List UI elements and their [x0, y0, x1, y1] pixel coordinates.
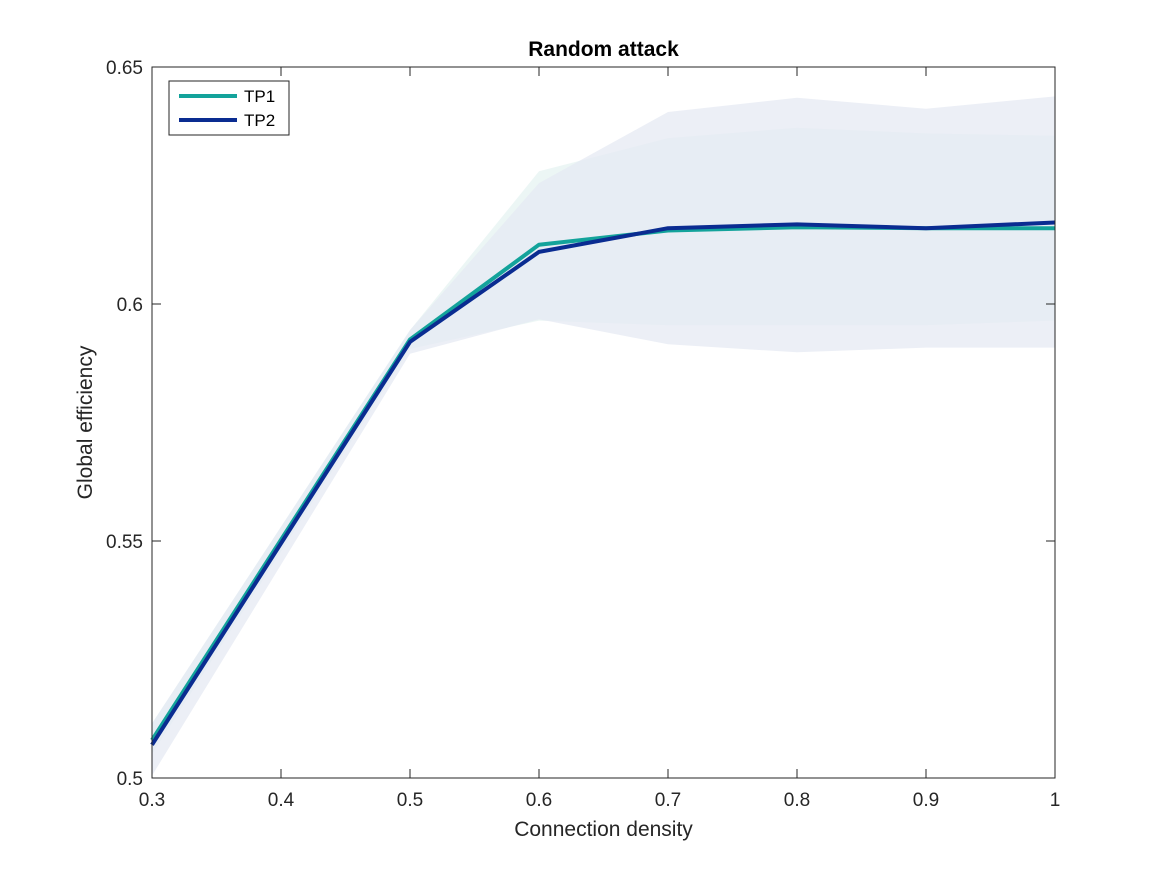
y-tick-label: 0.55: [106, 532, 143, 553]
x-tick-label: 0.7: [655, 790, 681, 811]
chart-title: Random attack: [528, 38, 679, 61]
y-tick-label: 0.6: [117, 295, 143, 316]
x-tick-label: 1: [1050, 790, 1061, 811]
x-tick-label: 0.6: [526, 790, 552, 811]
x-tick-label: 0.9: [913, 790, 939, 811]
legend-label-tp2: TP2: [244, 111, 275, 130]
axes-box: [151, 66, 1056, 779]
y-axis-label: Global efficiency: [74, 345, 97, 499]
x-tick-label: 0.3: [139, 790, 165, 811]
x-axis-label: Connection density: [514, 818, 693, 841]
legend-label-tp1: TP1: [244, 87, 275, 106]
legend-box: [168, 80, 290, 136]
y-tick-label: 0.5: [117, 769, 143, 790]
axis-ticks: [151, 66, 1056, 779]
x-tick-label: 0.4: [268, 790, 295, 811]
series-lines: [150, 220, 1056, 746]
confidence-bands: [152, 96, 1055, 776]
confidence-band-tp2: [152, 96, 1055, 776]
tick-labels: 0.3 0.4 0.5 0.6 0.7 0.8 0.9 1 0.5 0.55 0.6 0.65: [106, 58, 1060, 811]
x-tick-label: 0.8: [784, 790, 810, 811]
series-line-tp2: [150, 220, 1056, 746]
y-tick-label: 0.65: [106, 58, 143, 79]
x-tick-label: 0.5: [397, 790, 423, 811]
